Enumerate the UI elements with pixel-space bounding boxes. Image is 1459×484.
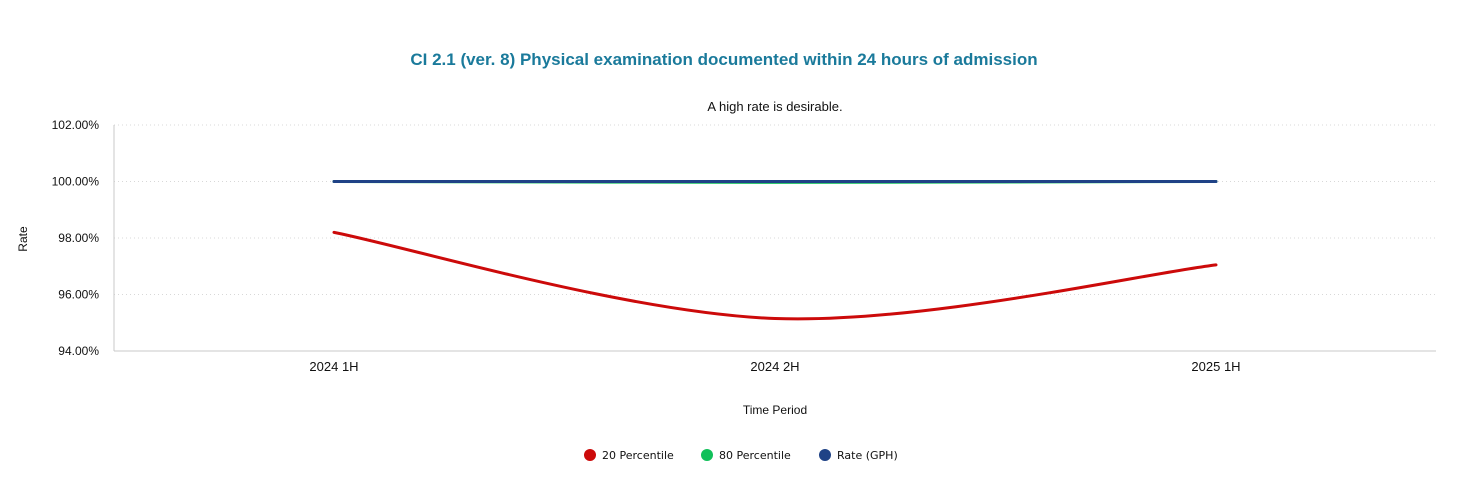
legend-label: Rate (GPH)	[837, 449, 898, 462]
y-axis-ticks: 94.00% 96.00% 98.00% 100.00% 102.00%	[52, 118, 100, 358]
y-tick-label: 102.00%	[52, 118, 100, 132]
y-tick-label: 94.00%	[58, 344, 99, 358]
y-tick-label: 96.00%	[58, 288, 99, 302]
legend-item-rate-gph[interactable]: Rate (GPH)	[819, 449, 898, 462]
x-axis-ticks: 2024 1H 2024 2H 2025 1H	[309, 359, 1240, 374]
legend[interactable]: 20 Percentile 80 Percentile Rate (GPH)	[584, 449, 898, 462]
x-tick-label: 2024 2H	[750, 359, 799, 374]
legend-label: 20 Percentile	[602, 449, 674, 462]
legend-item-80-percentile[interactable]: 80 Percentile	[701, 449, 791, 462]
y-tick-label: 98.00%	[58, 231, 99, 245]
axes	[113, 125, 1436, 352]
legend-item-20-percentile[interactable]: 20 Percentile	[584, 449, 674, 462]
grid-lines	[114, 124, 1436, 295]
series-line-20-percentile	[332, 230, 1218, 321]
series-lines	[332, 179, 1218, 321]
x-axis-label: Time Period	[743, 403, 807, 417]
y-axis-label: Rate	[16, 226, 30, 252]
legend-marker	[819, 449, 831, 461]
legend-marker	[701, 449, 713, 461]
chart-title: CI 2.1 (ver. 8) Physical examination doc…	[410, 50, 1037, 69]
x-tick-label: 2024 1H	[309, 359, 358, 374]
chart-subtitle: A high rate is desirable.	[707, 99, 842, 114]
legend-marker	[584, 449, 596, 461]
x-tick-label: 2025 1H	[1191, 359, 1240, 374]
y-tick-label: 100.00%	[52, 175, 100, 189]
legend-label: 80 Percentile	[719, 449, 791, 462]
